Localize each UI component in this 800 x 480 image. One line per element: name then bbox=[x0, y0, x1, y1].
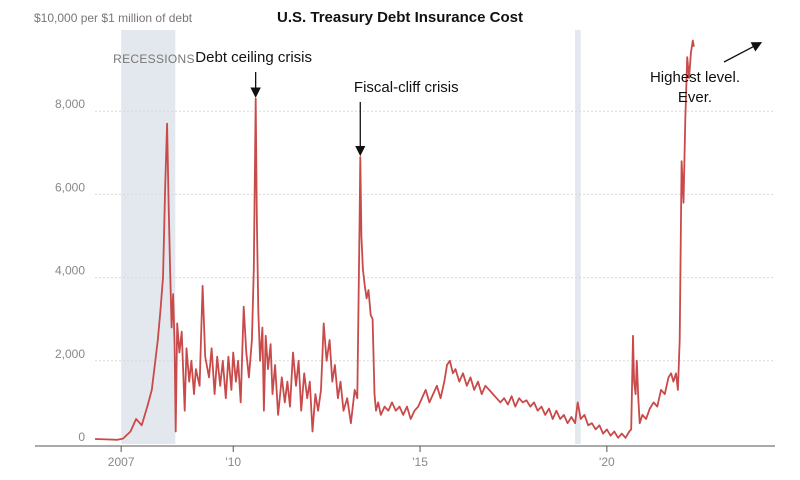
annotation-fiscal-cliff: Fiscal-cliff crisis bbox=[354, 79, 459, 96]
x-tick-label: '20 bbox=[599, 455, 615, 469]
recession-band bbox=[121, 30, 176, 444]
chart-title: U.S. Treasury Debt Insurance Cost bbox=[277, 9, 523, 26]
x-tick-label: 2007 bbox=[108, 455, 135, 469]
series-line bbox=[94, 39, 695, 441]
y-axis-ticks: 0 2,000 4,000 6,000 8,000 bbox=[55, 97, 85, 444]
y-tick-label: 8,000 bbox=[55, 97, 85, 111]
y-tick-label: 4,000 bbox=[55, 264, 85, 278]
y-tick-label: 6,000 bbox=[55, 180, 85, 194]
recession-label: RECESSIONS bbox=[113, 52, 195, 66]
annotations: Debt ceiling crisis Fiscal-cliff crisis Hi… bbox=[195, 42, 763, 157]
annotation-arrow bbox=[723, 42, 763, 63]
x-tick-label: '15 bbox=[412, 455, 428, 469]
annotation-highest-level: Highest level. bbox=[650, 69, 740, 86]
y-tick-label: 2,000 bbox=[55, 347, 85, 361]
y-gridlines bbox=[95, 110, 775, 362]
recession-band bbox=[575, 30, 581, 444]
y-tick-label: 0 bbox=[78, 430, 85, 444]
recession-bands: RECESSIONS bbox=[113, 30, 581, 444]
y-axis-unit-label: $10,000 per $1 million of debt bbox=[34, 11, 193, 25]
annotation-highest-level-2: Ever. bbox=[678, 89, 712, 106]
x-tick-label: '10 bbox=[225, 455, 241, 469]
x-axis-ticks: 2007 '10 '15 '20 bbox=[108, 446, 615, 469]
annotation-debt-ceiling: Debt ceiling crisis bbox=[195, 49, 312, 66]
